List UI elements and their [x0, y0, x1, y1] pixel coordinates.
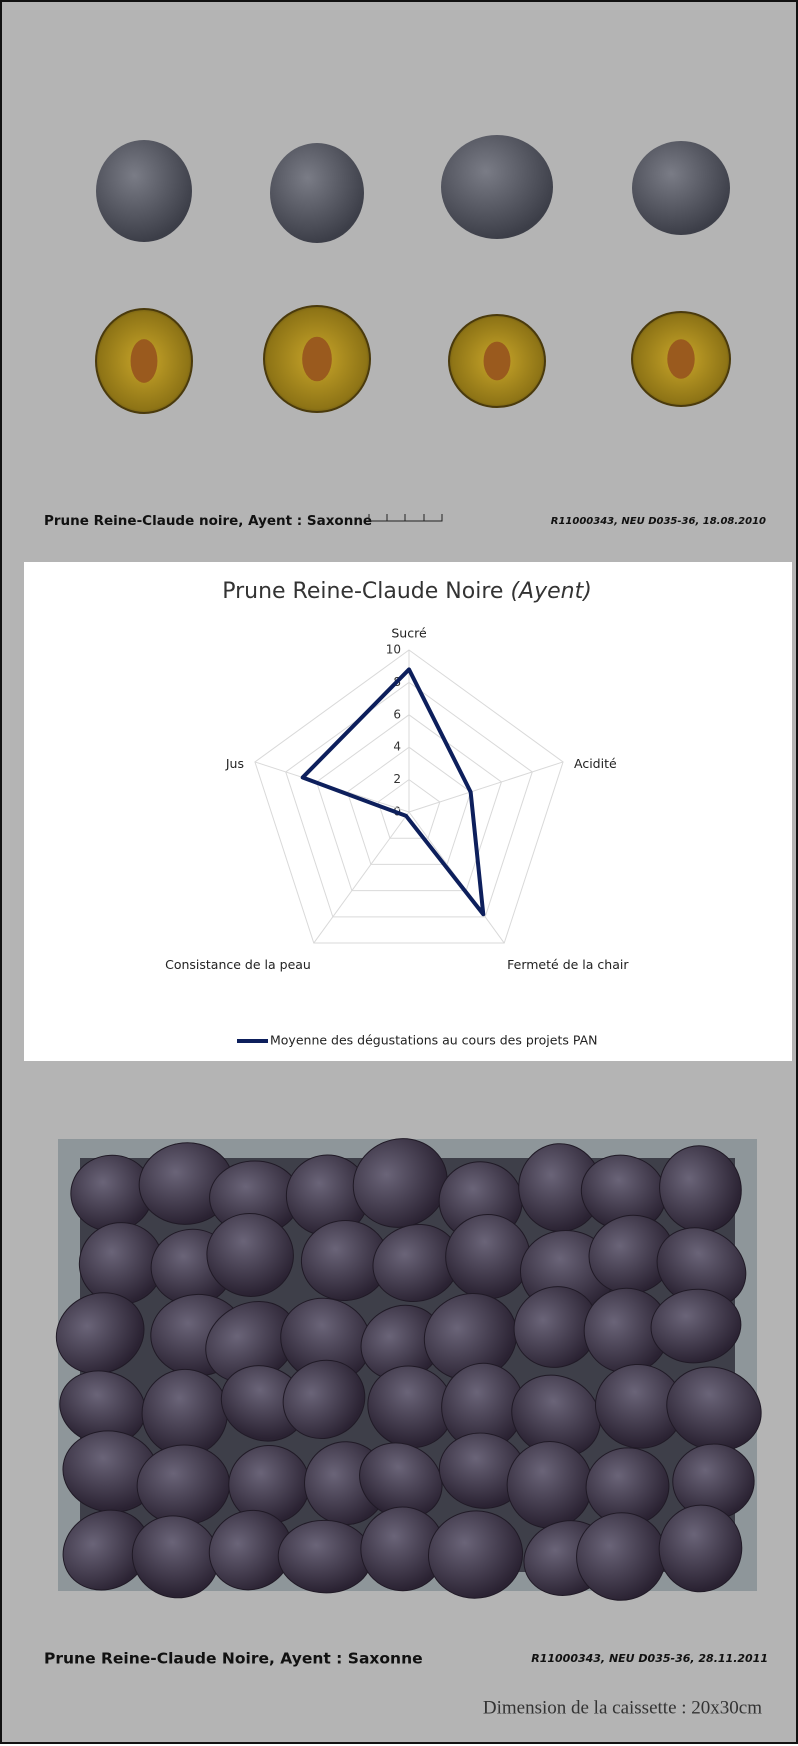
- r-tick-label: 4: [393, 740, 401, 754]
- title-main: Prune Reine-Claude Noire: [222, 579, 503, 604]
- scale-bar: [369, 514, 442, 521]
- photo-reference: R11000343, NEU D035-36, 18.08.2010: [551, 516, 766, 527]
- plum-stone: [667, 339, 694, 378]
- plum-stone: [131, 339, 158, 383]
- r-tick-label: 6: [393, 707, 401, 721]
- sheet: Prune Reine-Claude noire, Ayent : Saxonn…: [2, 2, 796, 1742]
- axis-label: Fermeté de la chair: [507, 957, 629, 972]
- plum-whole: [270, 143, 364, 243]
- plum-photo: [96, 135, 730, 413]
- axis-label: Jus: [225, 756, 244, 771]
- axis-label: Consistance de la peau: [165, 957, 311, 972]
- crate-title: Prune Reine-Claude Noire, Ayent : Saxonn…: [44, 1650, 423, 1668]
- legend-label: Moyenne des dégustations au cours des pr…: [270, 1033, 598, 1048]
- title-sub: (Ayent): [510, 579, 591, 604]
- plum-stone: [484, 342, 511, 381]
- chart-title: Prune Reine-Claude Noire (Ayent): [222, 579, 592, 604]
- crate-reference: R11000343, NEU D035-36, 28.11.2011: [531, 1652, 768, 1665]
- plum-whole: [96, 140, 192, 242]
- photo-title: Prune Reine-Claude noire, Ayent : Saxonn…: [44, 513, 372, 529]
- plum-whole: [632, 141, 730, 235]
- dimension: Dimension de la caissette : 20x30cm: [483, 1697, 762, 1718]
- page: Prune Reine-Claude noire, Ayent : Saxonn…: [0, 0, 798, 1744]
- plum-whole: [441, 135, 553, 239]
- r-tick-label: 10: [386, 643, 401, 657]
- plum-stone: [302, 337, 332, 382]
- axis-label: Acidité: [574, 756, 617, 771]
- axis-label: Sucré: [391, 626, 427, 641]
- r-tick-label: 2: [393, 772, 401, 786]
